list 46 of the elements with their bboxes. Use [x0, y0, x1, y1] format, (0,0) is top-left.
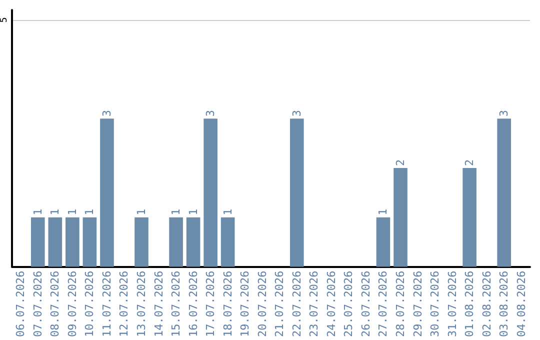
- x-tick-label: 25.07.2026: [342, 270, 356, 338]
- x-tick-label: 27.07.2026: [376, 270, 390, 338]
- data-label: 1: [66, 208, 79, 216]
- data-label: 1: [376, 208, 390, 216]
- x-tick-label: 18.07.2026: [221, 270, 234, 338]
- x-tick-label: 22.07.2026: [290, 270, 304, 338]
- x-tick-label: 02.08.2026: [480, 270, 494, 338]
- x-tick-label: 13.07.2026: [135, 270, 148, 338]
- data-label: 1: [221, 208, 234, 216]
- x-tick-label: 11.07.2026: [100, 270, 114, 338]
- y-tick-label: 5: [0, 17, 10, 23]
- data-label: 3: [290, 110, 304, 117]
- x-tick-label: 19.07.2026: [238, 270, 252, 338]
- x-tick-label: 10.07.2026: [83, 270, 96, 338]
- x-tick-label: 01.08.2026: [463, 270, 476, 338]
- x-tick-label: 29.07.2026: [411, 270, 424, 338]
- x-tick-label: 30.07.2026: [428, 270, 442, 338]
- x-tick-label: 06.07.2026: [14, 270, 28, 338]
- data-label: 3: [498, 110, 511, 117]
- data-label: 1: [186, 208, 200, 216]
- data-label: 1: [83, 208, 96, 216]
- x-tick-label: 24.07.2026: [324, 270, 338, 338]
- data-label: 1: [170, 208, 183, 216]
- x-tick-label: 03.08.2026: [498, 270, 511, 338]
- x-tick-label: 31.07.2026: [446, 270, 459, 338]
- data-label: 1: [48, 208, 62, 216]
- x-tick-label: 23.07.2026: [308, 270, 321, 338]
- x-tick-label: 26.07.2026: [359, 270, 372, 338]
- x-tick-label: 07.07.2026: [31, 270, 44, 338]
- x-tick-label: 21.07.2026: [273, 270, 286, 338]
- x-tick-label: 28.07.2026: [394, 270, 407, 338]
- x-tick-label: 15.07.2026: [170, 270, 183, 338]
- data-label: 1: [31, 208, 44, 216]
- x-tick-label: 20.07.2026: [256, 270, 269, 338]
- data-label: 2: [463, 159, 476, 166]
- x-tick-label: 17.07.2026: [204, 270, 218, 338]
- data-label: 1: [135, 208, 148, 216]
- data-label: 3: [100, 110, 114, 117]
- data-label: 2: [394, 159, 407, 166]
- data-label: 3: [204, 110, 218, 117]
- x-tick-label: 16.07.2026: [186, 270, 200, 338]
- x-tick-label: 08.07.2026: [48, 270, 62, 338]
- x-tick-label: 14.07.2026: [152, 270, 166, 338]
- x-tick-label: 04.08.2026: [514, 270, 528, 338]
- x-tick-label: 12.07.2026: [118, 270, 131, 338]
- x-tick-label: 09.07.2026: [66, 270, 79, 338]
